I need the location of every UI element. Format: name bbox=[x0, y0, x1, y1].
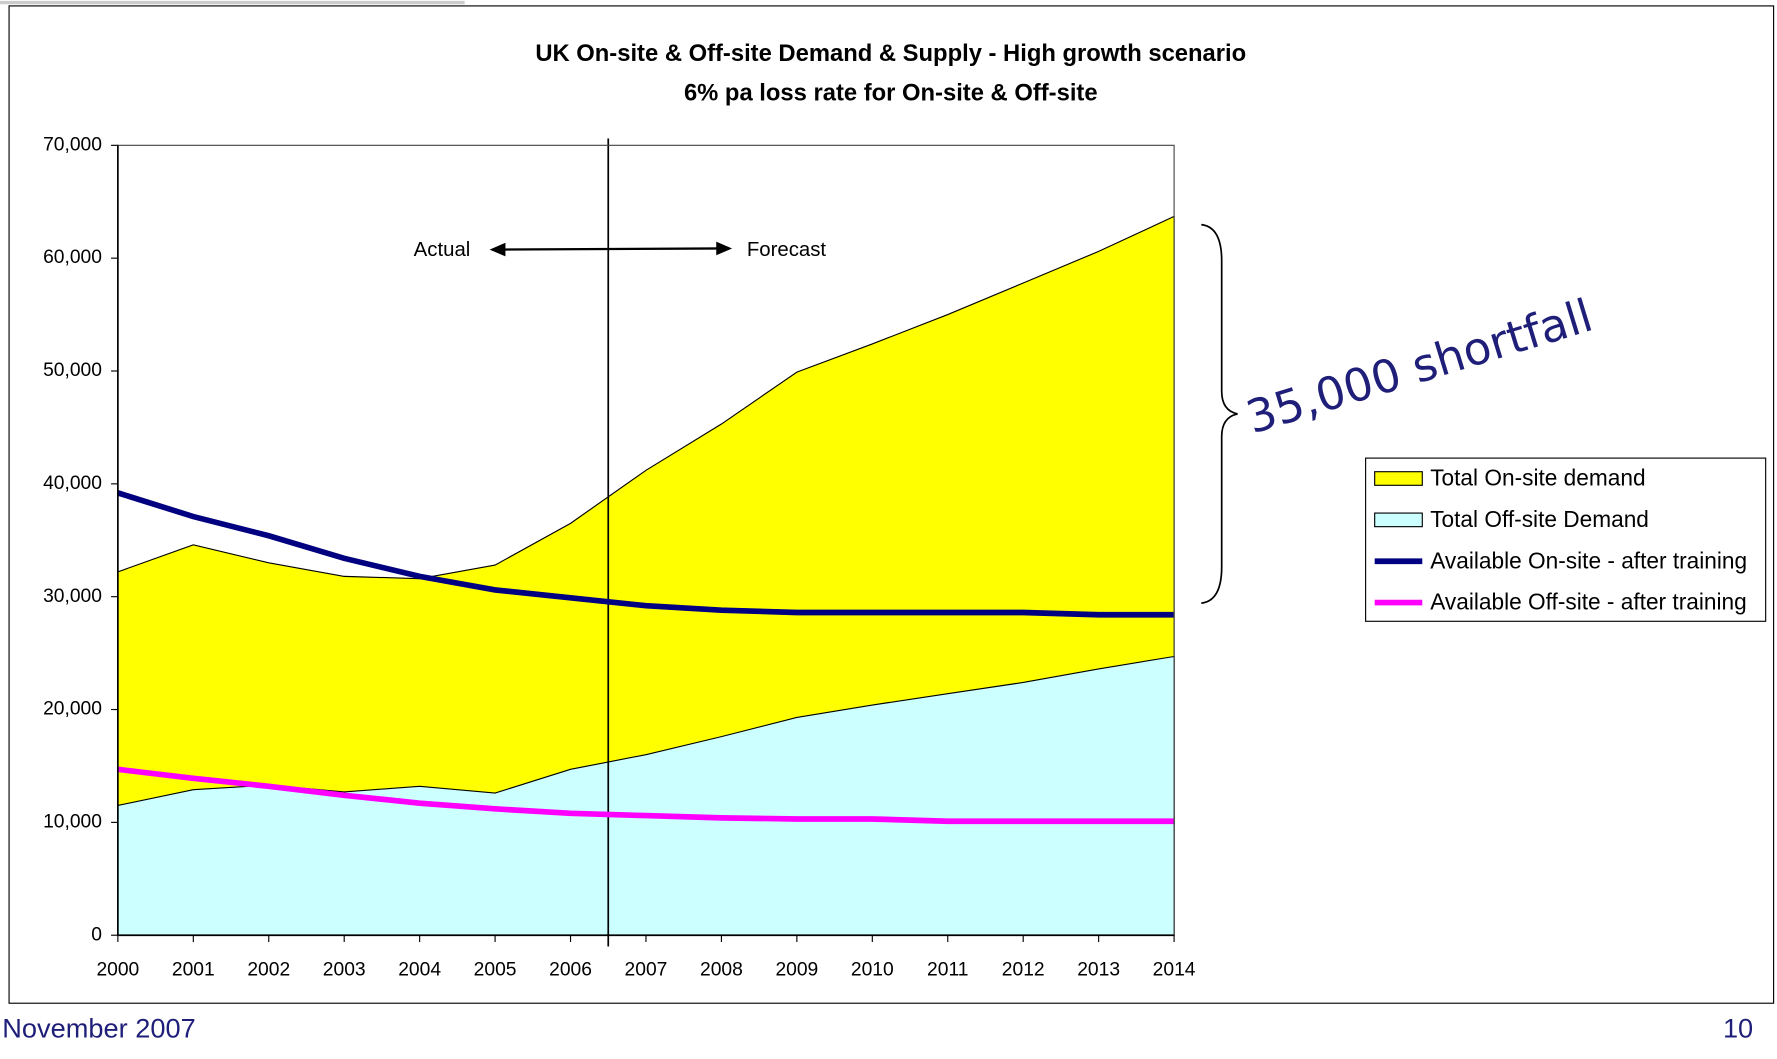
footer-date: November 2007 bbox=[2, 1013, 195, 1044]
x-tick-label: 2007 bbox=[625, 959, 668, 980]
y-tick-label: 50,000 bbox=[43, 360, 102, 381]
x-tick-label: 2006 bbox=[549, 959, 592, 980]
y-tick-label: 10,000 bbox=[43, 811, 102, 832]
y-tick-label: 60,000 bbox=[43, 247, 102, 268]
y-tick-label: 70,000 bbox=[43, 134, 102, 155]
y-tick-label: 30,000 bbox=[43, 586, 102, 607]
x-tick-label: 2002 bbox=[247, 959, 290, 980]
x-tick-label: 2008 bbox=[700, 959, 743, 980]
legend-label: Available Off-site - after training bbox=[1430, 589, 1747, 615]
shortfall-brace bbox=[1201, 223, 1238, 605]
chart-title: UK On-site & Off-site Demand & Supply - … bbox=[535, 40, 1246, 67]
legend-label: Available On-site - after training bbox=[1430, 547, 1747, 573]
legend-label: Total Off-site Demand bbox=[1430, 506, 1649, 532]
x-tick-label: 2000 bbox=[96, 959, 139, 980]
x-tick-label: 2011 bbox=[927, 959, 968, 980]
legend-label: Total On-site demand bbox=[1430, 465, 1645, 491]
x-tick-label: 2001 bbox=[172, 959, 215, 980]
chart-subtitle: 6% pa loss rate for On-site & Off-site bbox=[684, 80, 1098, 107]
arrow-head bbox=[716, 241, 733, 256]
line bbox=[117, 766, 1175, 825]
legend-swatch bbox=[1374, 512, 1423, 528]
arrow-head bbox=[489, 242, 506, 257]
y-tick-label: 20,000 bbox=[43, 699, 102, 720]
x-tick-label: 2004 bbox=[398, 959, 441, 980]
legend-box bbox=[1365, 457, 1767, 622]
legend: Total On-site demand Total Off-site Deman… bbox=[1365, 457, 1767, 622]
line bbox=[117, 490, 1175, 618]
x-tick-label: 2009 bbox=[775, 959, 818, 980]
y-tick-label: 0 bbox=[91, 924, 102, 945]
legend-swatch bbox=[1374, 471, 1423, 486]
x-tick-label: 2014 bbox=[1153, 959, 1196, 980]
forecast-label: Forecast bbox=[747, 239, 827, 261]
x-tick-label: 2003 bbox=[323, 959, 366, 980]
period-arrow bbox=[489, 241, 733, 257]
page-number: 10 bbox=[1723, 1013, 1753, 1044]
x-tick-label: 2012 bbox=[1002, 959, 1045, 980]
x-tick-label: 2010 bbox=[851, 959, 894, 980]
x-tick-label: 2005 bbox=[474, 959, 517, 980]
actual-label: Actual bbox=[414, 239, 471, 261]
plot-area: 0 10,000 20,000 30,000 40,000 50,000 60,000 70,… bbox=[43, 134, 1196, 980]
arrow-line bbox=[496, 247, 726, 251]
chart-border bbox=[8, 5, 1775, 1004]
y-tick-label: 40,000 bbox=[43, 473, 102, 494]
shortfall-label: 35,000 shortfall bbox=[1240, 289, 1598, 444]
x-tick-label: 2013 bbox=[1077, 959, 1120, 980]
